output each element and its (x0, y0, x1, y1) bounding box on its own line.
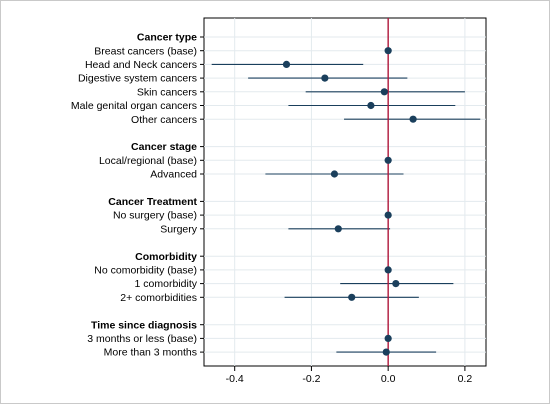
row-label-head-and-neck-cancers: Head and Neck cancers (85, 59, 197, 71)
point-more-than-3-months (382, 348, 390, 356)
row-label-surgery: Surgery (160, 223, 198, 235)
row-label-no-comorbidity-base: No comorbidity (base) (94, 265, 197, 277)
row-label-no-surgery-base: No surgery (base) (113, 210, 197, 222)
point-no-comorbidity-base (384, 266, 392, 274)
row-label-digestive-system-cancers: Digestive system cancers (78, 73, 197, 85)
point-surgery (334, 225, 342, 233)
row-label-other-cancers: Other cancers (131, 114, 197, 126)
x-tick-label-3: 0.2 (458, 373, 473, 385)
group-header-cancer-stage: Cancer stage (131, 141, 197, 153)
point-3-months-or-less-base (384, 334, 392, 342)
point-estimates (282, 47, 417, 356)
group-header-comorbidity: Comorbidity (135, 251, 197, 263)
x-axis: -0.4 -0.2 0.0 0.2 (200, 36, 473, 385)
row-label-male-genital-organ-cancers: Male genital organ cancers (71, 100, 197, 112)
row-label-more-than-3-months: More than 3 months (104, 347, 197, 359)
point-no-surgery-base (384, 211, 392, 219)
point-skin-cancers (380, 88, 388, 96)
x-tick-label-0: -0.4 (226, 373, 244, 385)
point-advanced (330, 170, 339, 178)
point-local-regional-base (384, 156, 392, 164)
point-1-comorbidity (392, 280, 400, 288)
point-other-cancers (409, 115, 417, 123)
point-breast-cancers-base (384, 47, 392, 55)
row-label-skin-cancers: Skin cancers (137, 86, 197, 98)
x-tick-label-1: -0.2 (302, 373, 320, 385)
point-2-comorbidities (348, 293, 356, 301)
group-header-cancer-treatment: Cancer Treatment (108, 196, 197, 208)
row-label-2-comorbidities: 2+ comorbidities (120, 292, 197, 304)
row-label-3-months-or-less-base: 3 months or less (base) (87, 333, 197, 345)
point-digestive-system-cancers (321, 74, 329, 82)
group-header-cancer-type: Cancer type (137, 32, 197, 44)
row-label-local-regional-base: Local/regional (base) (99, 155, 197, 167)
point-head-and-neck-cancers (282, 60, 291, 68)
row-label-breast-cancers-base: Breast cancers (base) (94, 45, 197, 57)
point-male-genital-organ-cancers (367, 101, 375, 110)
row-label-advanced: Advanced (150, 169, 197, 181)
group-header-time-since-diagnosis: Time since diagnosis (91, 319, 197, 331)
plot-area (203, 17, 487, 367)
x-tick-label-2: 0.0 (381, 373, 396, 385)
plot-frame (203, 17, 487, 367)
row-label-1-comorbidity: 1 comorbidity (135, 278, 198, 290)
